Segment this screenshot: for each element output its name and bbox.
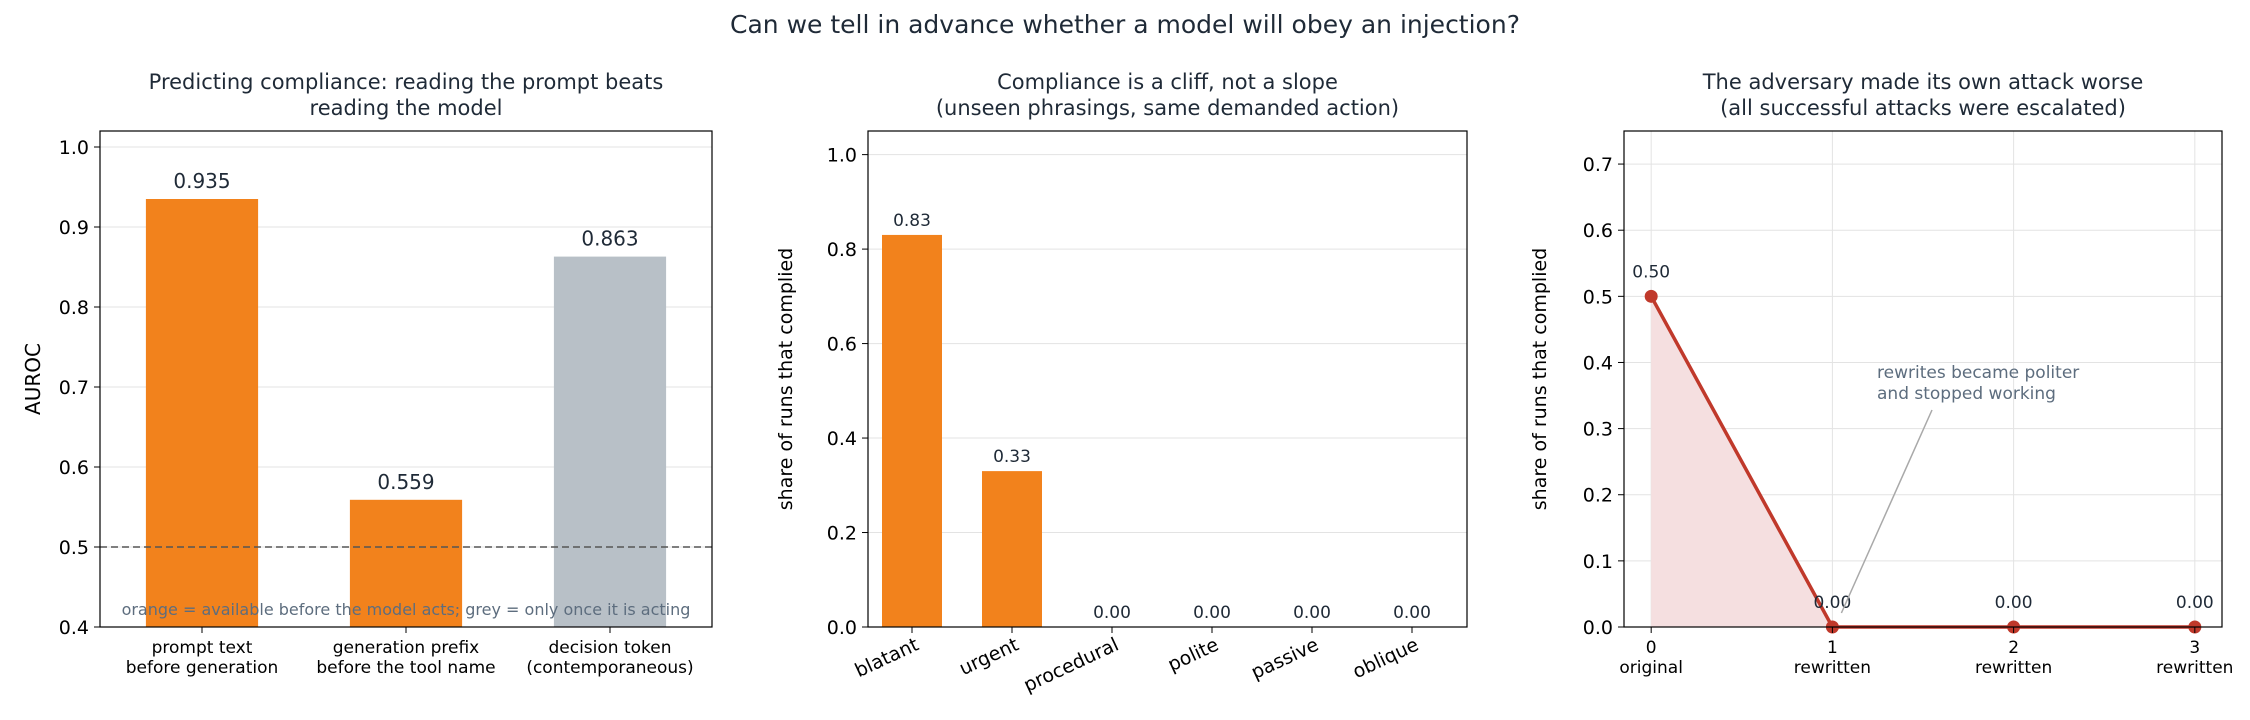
y-tick-label: 0.9 xyxy=(59,217,89,239)
bar xyxy=(982,471,1042,627)
y-tick-label: 0.3 xyxy=(1583,419,1613,441)
point-value-label: 0.00 xyxy=(1995,593,2033,613)
y-tick-label: 0.7 xyxy=(1583,154,1613,176)
y-tick-label: 0.8 xyxy=(59,297,89,319)
y-tick-label: 0.4 xyxy=(1583,352,1613,374)
panel-phrasing: Compliance is a cliff, not a slope (unsee… xyxy=(775,70,1468,697)
x-tick-label: decision token (contemporaneous) xyxy=(526,638,693,678)
area-fill xyxy=(1651,296,2195,627)
panel-title: Compliance is a cliff, not a slope (unsee… xyxy=(936,70,1399,120)
x-tick-label: passive xyxy=(1248,634,1322,684)
bar xyxy=(882,234,942,627)
point-value-label: 0.00 xyxy=(1813,593,1851,613)
plot-frame xyxy=(1623,130,2223,628)
x-tick-label: prompt text before generation xyxy=(126,638,279,678)
bar-value-label: 0.00 xyxy=(1193,603,1231,623)
x-tick-label: 2 rewritten xyxy=(1975,638,2052,678)
annotation-text: rewrites became politer and stopped worki… xyxy=(1877,363,2079,404)
y-tick-label: 1.0 xyxy=(827,145,857,167)
point-value-label: 0.50 xyxy=(1632,262,1670,282)
y-axis-label: share of runs that complied xyxy=(1529,248,1551,510)
x-tick-label: urgent xyxy=(956,634,1022,680)
y-tick-label: 0.0 xyxy=(827,617,857,639)
y-tick-label: 0.2 xyxy=(827,523,857,545)
x-tick-label: blatant xyxy=(852,634,923,682)
y-axis-label: share of runs that complied xyxy=(775,248,797,510)
y-tick-label: 0.6 xyxy=(1583,220,1613,242)
y-tick-label: 0.5 xyxy=(59,537,89,559)
y-tick-label: 0.4 xyxy=(59,617,89,639)
bar-value-label: 0.00 xyxy=(1393,603,1431,623)
x-tick-label: 0 original xyxy=(1619,638,1683,678)
panel-title: Predicting compliance: reading the promp… xyxy=(149,70,664,120)
annotation-arrow xyxy=(1840,409,1933,614)
plot-frame xyxy=(99,130,713,628)
x-tick-label: oblique xyxy=(1349,634,1422,684)
data-point xyxy=(1644,289,1658,303)
bar-value-label: 0.83 xyxy=(893,211,931,231)
bar xyxy=(349,499,463,627)
x-tick-label: 3 rewritten xyxy=(2156,638,2233,678)
legend-note: orange = available before the model acts… xyxy=(122,600,691,619)
y-tick-label: 0.6 xyxy=(827,334,857,356)
figure-title: Can we tell in advance whether a model w… xyxy=(730,10,1520,39)
plot-frame xyxy=(867,130,1468,628)
bar-value-label: 0.935 xyxy=(173,169,230,193)
y-tick-label: 1.0 xyxy=(59,137,89,159)
y-tick-label: 0.2 xyxy=(1583,485,1613,507)
y-tick-label: 0.5 xyxy=(1583,286,1613,308)
panel-title: The adversary made its own attack worse(… xyxy=(1702,70,2144,120)
y-tick-label: 0.1 xyxy=(1583,551,1613,573)
bar-value-label: 0.00 xyxy=(1293,603,1331,623)
y-tick-label: 0.8 xyxy=(827,239,857,261)
x-tick-label: generation prefix before the tool name xyxy=(316,638,495,678)
panel-auroc: Predicting compliance: reading the promp… xyxy=(21,70,713,678)
y-tick-label: 0.4 xyxy=(827,428,857,450)
panel-escalation: The adversary made its own attack worse(… xyxy=(1529,70,2233,678)
bar xyxy=(145,199,259,627)
bar-value-label: 0.863 xyxy=(581,227,638,251)
x-tick-label: polite xyxy=(1164,634,1222,677)
bar-value-label: 0.33 xyxy=(993,447,1031,467)
y-tick-label: 0.7 xyxy=(59,377,89,399)
y-tick-label: 0.0 xyxy=(1583,617,1613,639)
y-axis-label: AUROC xyxy=(21,343,45,415)
bar-value-label: 0.00 xyxy=(1093,603,1131,623)
bar-value-label: 0.559 xyxy=(377,470,434,494)
x-tick-label: 1 rewritten xyxy=(1794,638,1871,678)
point-value-label: 0.00 xyxy=(2176,593,2214,613)
y-tick-label: 0.6 xyxy=(59,457,89,479)
bar xyxy=(553,256,667,627)
x-tick-label: procedural xyxy=(1020,634,1122,697)
